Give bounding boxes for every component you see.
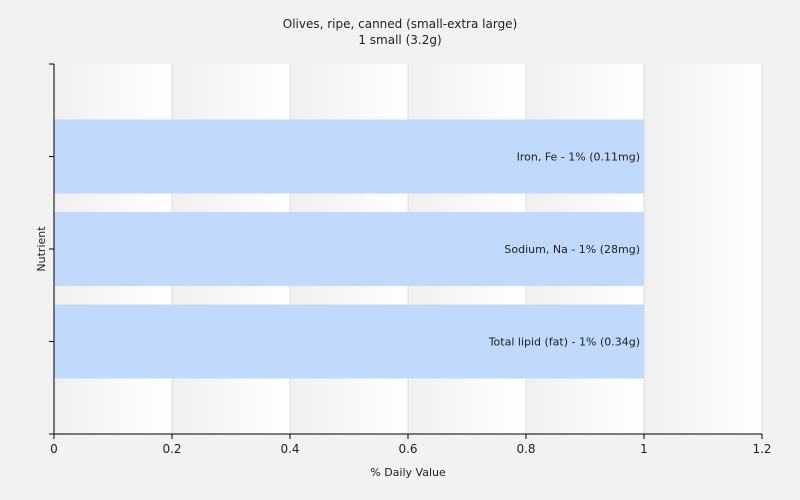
x-axis-label: % Daily Value — [370, 466, 446, 479]
bar-3 — [54, 304, 644, 379]
axes — [49, 63, 763, 439]
x-tick-label-3: 0.6 — [398, 442, 417, 456]
bar-label-1: Iron, Fe - 1% (0.11mg) — [517, 151, 640, 164]
x-tick-label-5: 1 — [640, 442, 648, 456]
x-tick-label-2: 0.4 — [280, 442, 299, 456]
y-axis-label: Nutrient — [35, 226, 48, 272]
bar-1 — [54, 119, 644, 194]
tick-labels: 0 0.2 0.4 0.6 0.8 1 1.2 — [50, 442, 771, 456]
bars: Iron, Fe - 1% (0.11mg) Sodium, Na - 1% (2… — [54, 119, 644, 379]
bar-2 — [54, 212, 644, 286]
bar-label-2: Sodium, Na - 1% (28mg) — [504, 243, 640, 256]
bar-label-3: Total lipid (fat) - 1% (0.34g) — [488, 336, 640, 349]
plot-band — [644, 64, 762, 434]
x-tick-label-6: 1.2 — [752, 442, 771, 456]
chart-title: Olives, ripe, canned (small-extra large) — [283, 17, 518, 31]
chart-subtitle: 1 small (3.2g) — [358, 33, 441, 47]
x-tick-label-4: 0.8 — [516, 442, 535, 456]
x-tick-label-1: 0.2 — [162, 442, 181, 456]
x-tick-label-0: 0 — [50, 442, 58, 456]
